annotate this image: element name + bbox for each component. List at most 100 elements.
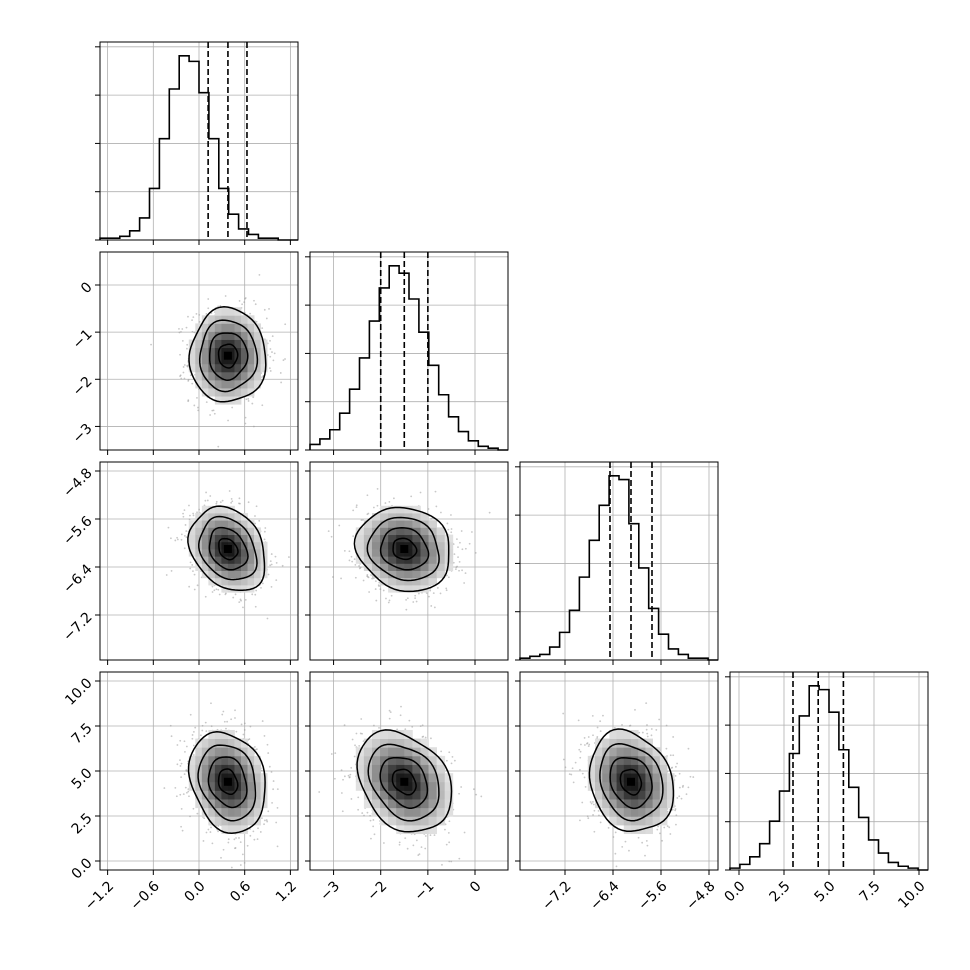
scatter-point <box>389 711 392 714</box>
density-cell <box>412 513 421 521</box>
density-cell <box>234 513 242 521</box>
density-cell <box>240 315 248 324</box>
scatter-point <box>417 854 420 857</box>
scatter-point <box>445 843 448 846</box>
scatter-point <box>282 359 285 362</box>
scatter-point <box>276 806 279 809</box>
density-cell <box>214 363 222 373</box>
scatter-point <box>239 841 242 844</box>
density-cell <box>221 339 229 349</box>
density-cell <box>195 379 203 389</box>
density-cell <box>214 790 222 800</box>
density-cell <box>254 755 261 765</box>
scatter-point <box>189 713 192 716</box>
density-cell <box>436 556 446 564</box>
density-cell <box>214 505 222 514</box>
density-peak <box>223 545 232 553</box>
density-cell <box>201 355 209 365</box>
density-cell <box>195 549 203 557</box>
density-cell <box>371 513 381 521</box>
density-cell <box>240 388 248 397</box>
density-cell <box>208 781 216 791</box>
scatter-point <box>288 556 290 558</box>
scatter-point <box>267 752 270 754</box>
scatter-point <box>178 331 181 334</box>
density-cell <box>254 781 261 791</box>
density-cell <box>234 534 242 543</box>
density-peak <box>223 351 232 360</box>
scatter-point <box>247 873 249 875</box>
scatter-point <box>198 313 201 316</box>
scatter-point <box>353 755 356 758</box>
density-cell <box>234 790 242 800</box>
scatter-point <box>202 840 205 842</box>
scatter-point <box>361 812 364 814</box>
density-cell <box>208 790 216 800</box>
scatter-point <box>377 584 380 587</box>
density-cell <box>436 563 446 571</box>
scatter-point <box>251 402 254 405</box>
scatter-point <box>197 406 199 409</box>
density-cell <box>201 339 209 349</box>
scatter-point <box>193 588 196 591</box>
density-cell <box>221 738 229 748</box>
density-cell <box>404 577 413 586</box>
scatter-point <box>210 826 212 829</box>
density-cell <box>388 527 397 535</box>
scatter-point <box>205 401 208 404</box>
scatter-point <box>207 828 210 831</box>
scatter-point <box>180 807 183 810</box>
scatter-point <box>227 838 230 841</box>
density-cell <box>227 520 235 528</box>
histogram-step-2 <box>519 475 718 661</box>
panel-frame <box>99 251 299 451</box>
density-panel <box>163 702 279 875</box>
density-cell <box>234 339 242 349</box>
scatter-point <box>471 531 473 533</box>
scatter-point <box>255 748 258 751</box>
scatter-point <box>247 397 250 400</box>
density-cell <box>254 790 261 800</box>
scatter-point <box>209 495 212 497</box>
scatter-point <box>176 744 179 746</box>
scatter-point <box>261 582 264 585</box>
scatter-point <box>445 587 448 590</box>
scatter-point <box>266 743 269 746</box>
scatter-point <box>267 810 270 813</box>
density-cell <box>254 570 261 579</box>
scatter-point <box>369 819 372 822</box>
contour-line <box>187 731 266 835</box>
scatter-point <box>447 576 450 579</box>
scatter-point <box>439 592 442 595</box>
scatter-point <box>179 765 182 767</box>
density-cell <box>201 563 209 571</box>
density-cell <box>388 556 397 564</box>
scatter-point <box>263 538 266 541</box>
scatter-point <box>261 376 263 379</box>
density-cell <box>371 549 381 557</box>
density-cell <box>195 363 203 373</box>
density-cell <box>201 371 209 381</box>
density-cell <box>214 331 222 340</box>
density-cell <box>201 379 209 389</box>
scatter-point <box>447 528 450 531</box>
density-cell <box>380 577 389 586</box>
scatter-point <box>191 319 193 322</box>
scatter-point <box>396 728 399 731</box>
density-cell <box>188 755 196 765</box>
density-cell <box>221 563 229 571</box>
scatter-point <box>406 597 409 600</box>
scatter-point <box>429 834 432 837</box>
scatter-point <box>420 846 423 849</box>
scatter-point <box>340 769 343 772</box>
density-cell <box>388 549 397 557</box>
density-cell <box>227 323 235 332</box>
scatter-point <box>213 412 216 415</box>
density-cell <box>396 570 405 579</box>
scatter-point <box>281 564 284 567</box>
density-cell <box>214 355 222 365</box>
density-cell <box>234 388 242 397</box>
scatter-point <box>217 825 220 827</box>
scatter-point <box>252 425 255 428</box>
contour-line <box>198 319 259 393</box>
